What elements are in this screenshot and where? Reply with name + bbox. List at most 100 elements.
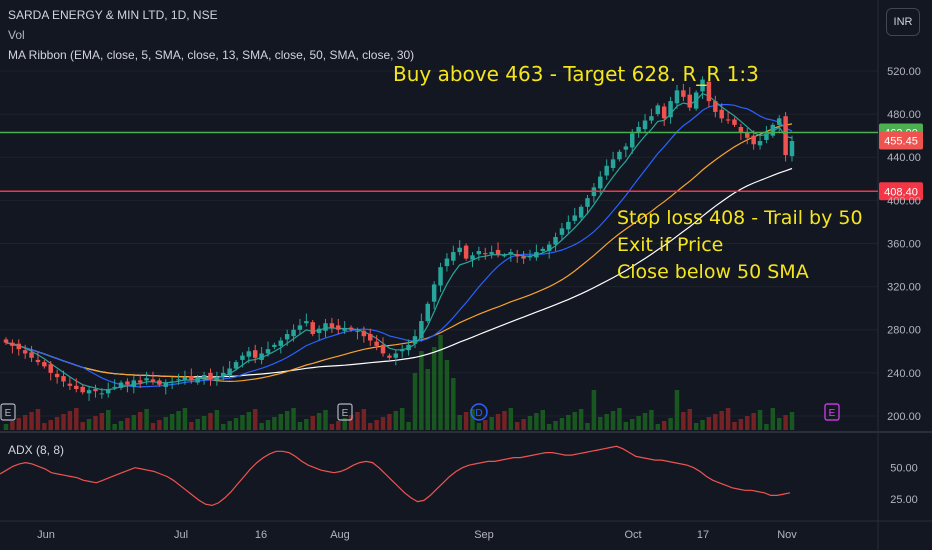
candle-body bbox=[751, 135, 756, 145]
volume-bar bbox=[35, 409, 41, 430]
price-candles bbox=[3, 76, 795, 401]
volume-bar bbox=[323, 410, 328, 430]
earnings-marker bbox=[0, 403, 16, 421]
candle-body bbox=[329, 323, 335, 328]
candle-body bbox=[399, 349, 405, 352]
candle-body bbox=[495, 249, 501, 255]
time-tick-label: Sep bbox=[474, 529, 494, 541]
candle-body bbox=[265, 349, 271, 354]
candle-body bbox=[457, 247, 462, 253]
price-tick-label: 520.00 bbox=[887, 66, 921, 78]
candle-body bbox=[214, 377, 220, 381]
volume-bar bbox=[591, 390, 597, 430]
volume-bar bbox=[566, 415, 571, 430]
volume-bar bbox=[789, 412, 795, 430]
candle-body bbox=[693, 92, 699, 109]
sma30-line bbox=[5, 123, 793, 383]
candle-body bbox=[323, 323, 328, 331]
volume-bar bbox=[221, 424, 226, 430]
candle-body bbox=[431, 284, 437, 302]
sma13-line bbox=[5, 104, 793, 388]
candle-body bbox=[668, 101, 673, 118]
volume-bar bbox=[630, 419, 635, 430]
candle-body bbox=[201, 375, 207, 378]
candle-body bbox=[150, 379, 156, 382]
volume-bar bbox=[137, 412, 143, 430]
volume-bar bbox=[444, 360, 450, 430]
candle-body bbox=[725, 119, 731, 121]
candle-body bbox=[169, 381, 175, 383]
candle-body bbox=[732, 119, 737, 125]
volume-bar bbox=[189, 422, 194, 430]
candle-body bbox=[789, 141, 795, 157]
volume-bar bbox=[125, 418, 130, 430]
volume-bar bbox=[278, 414, 284, 430]
candle-body bbox=[125, 381, 130, 385]
candle-body bbox=[252, 350, 258, 358]
candle-body bbox=[438, 267, 443, 286]
candle-body bbox=[770, 124, 776, 136]
time-tick-label: Jun bbox=[37, 529, 55, 541]
volume-bar bbox=[521, 419, 526, 430]
candle-body bbox=[35, 359, 41, 363]
candle-body bbox=[476, 251, 482, 255]
time-tick-label: Oct bbox=[624, 529, 641, 541]
price-tag-label: 408.40 bbox=[884, 186, 918, 198]
volume-bar bbox=[732, 422, 737, 430]
volume-bar bbox=[483, 420, 488, 430]
volume-bar bbox=[214, 410, 220, 430]
candle-body bbox=[342, 328, 347, 331]
candle-body bbox=[604, 165, 609, 176]
candle-body bbox=[227, 368, 232, 376]
volume-bar bbox=[495, 414, 501, 430]
price-tag-label: 455.45 bbox=[884, 136, 918, 148]
currency-button[interactable]: INR bbox=[886, 8, 920, 36]
volume-bar bbox=[553, 421, 558, 430]
volume-bar bbox=[623, 422, 629, 430]
candle-body bbox=[412, 336, 418, 344]
price-tick-label: 400.00 bbox=[887, 195, 921, 207]
candle-body bbox=[610, 159, 616, 168]
volume-bar bbox=[610, 411, 616, 430]
volume-bar bbox=[559, 418, 565, 430]
volume-bar bbox=[674, 390, 680, 430]
earnings-marker-label: E bbox=[829, 408, 836, 419]
candle-body bbox=[508, 252, 514, 255]
candle-body bbox=[189, 376, 194, 381]
candle-body bbox=[630, 133, 635, 148]
candle-body bbox=[642, 120, 648, 130]
price-tick-label: 280.00 bbox=[887, 325, 921, 337]
candle-body bbox=[304, 321, 309, 324]
volume-bar bbox=[783, 415, 788, 430]
candle-body bbox=[514, 254, 520, 257]
candle-body bbox=[393, 353, 399, 358]
volume-bar bbox=[240, 415, 245, 430]
volume-bar bbox=[74, 408, 79, 430]
candle-body bbox=[246, 351, 252, 357]
volume-bar bbox=[572, 412, 577, 430]
dividend-marker-label: D bbox=[475, 408, 482, 419]
volume-bar bbox=[457, 415, 462, 430]
candle-body bbox=[649, 116, 654, 121]
volume-bar bbox=[42, 423, 47, 430]
candle-body bbox=[757, 141, 763, 146]
time-tick-label: Nov bbox=[777, 529, 797, 541]
candle-body bbox=[106, 389, 111, 394]
volume-bar bbox=[546, 424, 552, 430]
volume-bar bbox=[22, 415, 28, 430]
candle-body bbox=[527, 256, 533, 258]
time-tick-label: Jul bbox=[174, 529, 188, 541]
volume-bar bbox=[636, 416, 641, 430]
volume-bar bbox=[585, 423, 590, 430]
volume-bar bbox=[297, 422, 303, 430]
volume-bar bbox=[438, 335, 443, 430]
volume-bar bbox=[86, 419, 92, 430]
volume-bar bbox=[757, 410, 763, 430]
volume-bar bbox=[246, 412, 252, 430]
volume-bar bbox=[144, 409, 149, 430]
candle-body bbox=[598, 176, 603, 189]
volume-bar bbox=[604, 414, 609, 430]
volume-bar bbox=[738, 419, 744, 430]
